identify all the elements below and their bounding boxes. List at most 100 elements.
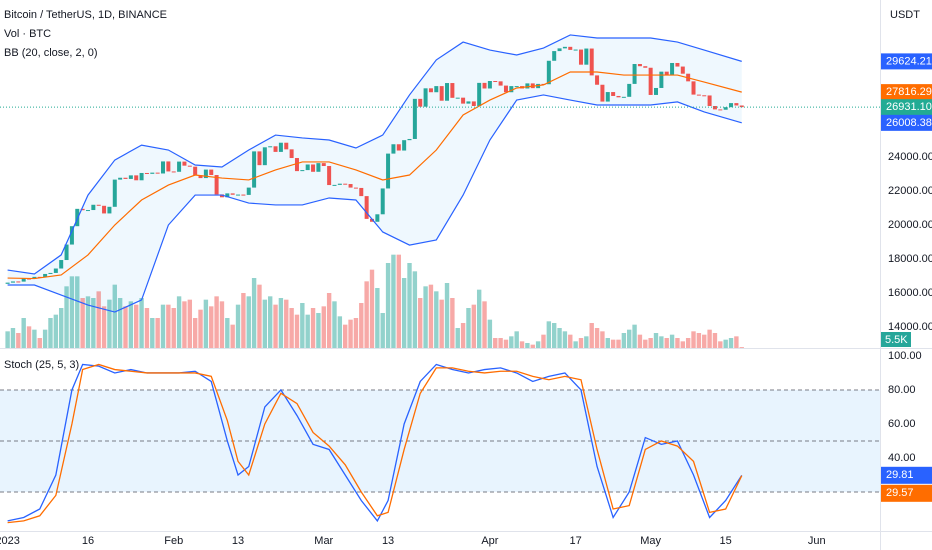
candle	[648, 67, 653, 95]
candle	[434, 86, 439, 93]
candle	[734, 103, 739, 106]
candle	[150, 172, 155, 174]
candle	[236, 194, 241, 196]
candle	[675, 62, 680, 67]
volume-bar	[610, 339, 616, 348]
symbol-title: Bitcoin / TetherUS, 1D, BINANCE	[4, 9, 167, 21]
volume-bar	[112, 284, 117, 348]
volume-bar	[21, 318, 26, 348]
volume-bar	[155, 318, 160, 348]
candle	[348, 184, 353, 188]
candle	[643, 66, 648, 68]
volume-bar	[203, 299, 209, 348]
axis-value-label: 27816.29	[886, 86, 932, 98]
volume-bar	[214, 296, 219, 348]
volume-bar	[493, 338, 498, 348]
candle	[203, 169, 208, 179]
candle	[423, 88, 428, 107]
candle	[278, 142, 283, 152]
volume-bar	[434, 291, 439, 348]
volume-bar	[675, 338, 680, 348]
candle	[252, 151, 257, 188]
candle	[21, 278, 26, 282]
volume-bar	[407, 263, 412, 348]
volume-bar	[251, 278, 257, 348]
volume-bar	[637, 334, 643, 348]
candle	[664, 71, 669, 75]
candle	[514, 86, 519, 88]
volume-bar	[551, 323, 557, 348]
candle	[343, 183, 348, 185]
stoch-line	[7, 363, 743, 524]
volume-bar	[498, 338, 503, 348]
axis-value-box	[881, 114, 932, 131]
volume-bar	[117, 298, 123, 348]
volume-bar	[702, 334, 707, 348]
volume-bar	[728, 338, 734, 348]
volume-bar	[659, 336, 664, 348]
volume-bar	[723, 339, 728, 348]
time-tick-label: May	[640, 535, 661, 547]
overlay: Bitcoin / TetherUS, 1D, BINANCE Vol · BT…	[0, 9, 932, 547]
candle	[627, 83, 632, 97]
volume-bar	[627, 329, 632, 348]
volume-bar	[273, 304, 278, 348]
candle	[509, 86, 514, 93]
volume-bar	[85, 296, 91, 348]
stoch-tick-label: 40.00	[888, 452, 916, 464]
candle	[230, 193, 235, 195]
volume-bar	[289, 308, 294, 348]
volume-bar	[680, 341, 686, 348]
volume-bar	[568, 334, 573, 348]
candle	[621, 96, 626, 98]
volume-bar	[476, 289, 482, 348]
volume-bar	[648, 338, 653, 348]
axis-value-label: 29.81	[886, 469, 914, 481]
candle	[702, 95, 707, 97]
candle	[487, 81, 492, 89]
candle	[503, 85, 508, 93]
candle	[182, 161, 187, 166]
volume-bar	[321, 306, 326, 348]
candle	[402, 140, 407, 151]
volume-bar	[482, 301, 487, 348]
candle	[294, 158, 299, 172]
candle	[91, 204, 96, 211]
volume-bar	[150, 318, 155, 348]
volume-bar	[192, 318, 198, 348]
volume-bar	[739, 347, 744, 348]
volume-bar	[514, 331, 519, 348]
volume-bar	[241, 293, 246, 348]
candle	[562, 46, 567, 49]
candle	[691, 81, 696, 95]
volume-bar	[423, 286, 428, 348]
price-tick-label: 16000.00	[888, 287, 932, 299]
time-tick-label: 15	[720, 535, 732, 547]
volume-bar	[69, 276, 75, 348]
volume-bar	[600, 331, 605, 348]
volume-bar	[621, 333, 627, 348]
volume-bar	[10, 328, 16, 348]
candle	[262, 147, 267, 166]
candle	[712, 105, 717, 110]
candle	[268, 146, 273, 148]
volume-bar	[546, 321, 552, 348]
candle	[546, 60, 551, 85]
volume-bar	[487, 319, 493, 348]
candle	[659, 71, 664, 88]
candle	[605, 92, 610, 102]
axis-value-box	[881, 53, 932, 70]
axis-value-box	[881, 484, 932, 502]
candle	[75, 208, 80, 227]
volume-bar	[53, 314, 59, 348]
candle	[359, 187, 364, 197]
volume-bar	[412, 271, 418, 348]
candle	[32, 276, 37, 279]
candle	[600, 84, 605, 102]
volume-bar	[669, 334, 675, 348]
candle	[128, 175, 133, 179]
candle	[418, 98, 423, 107]
volume-legend: Vol · BTC	[4, 28, 51, 40]
candle	[718, 109, 723, 111]
